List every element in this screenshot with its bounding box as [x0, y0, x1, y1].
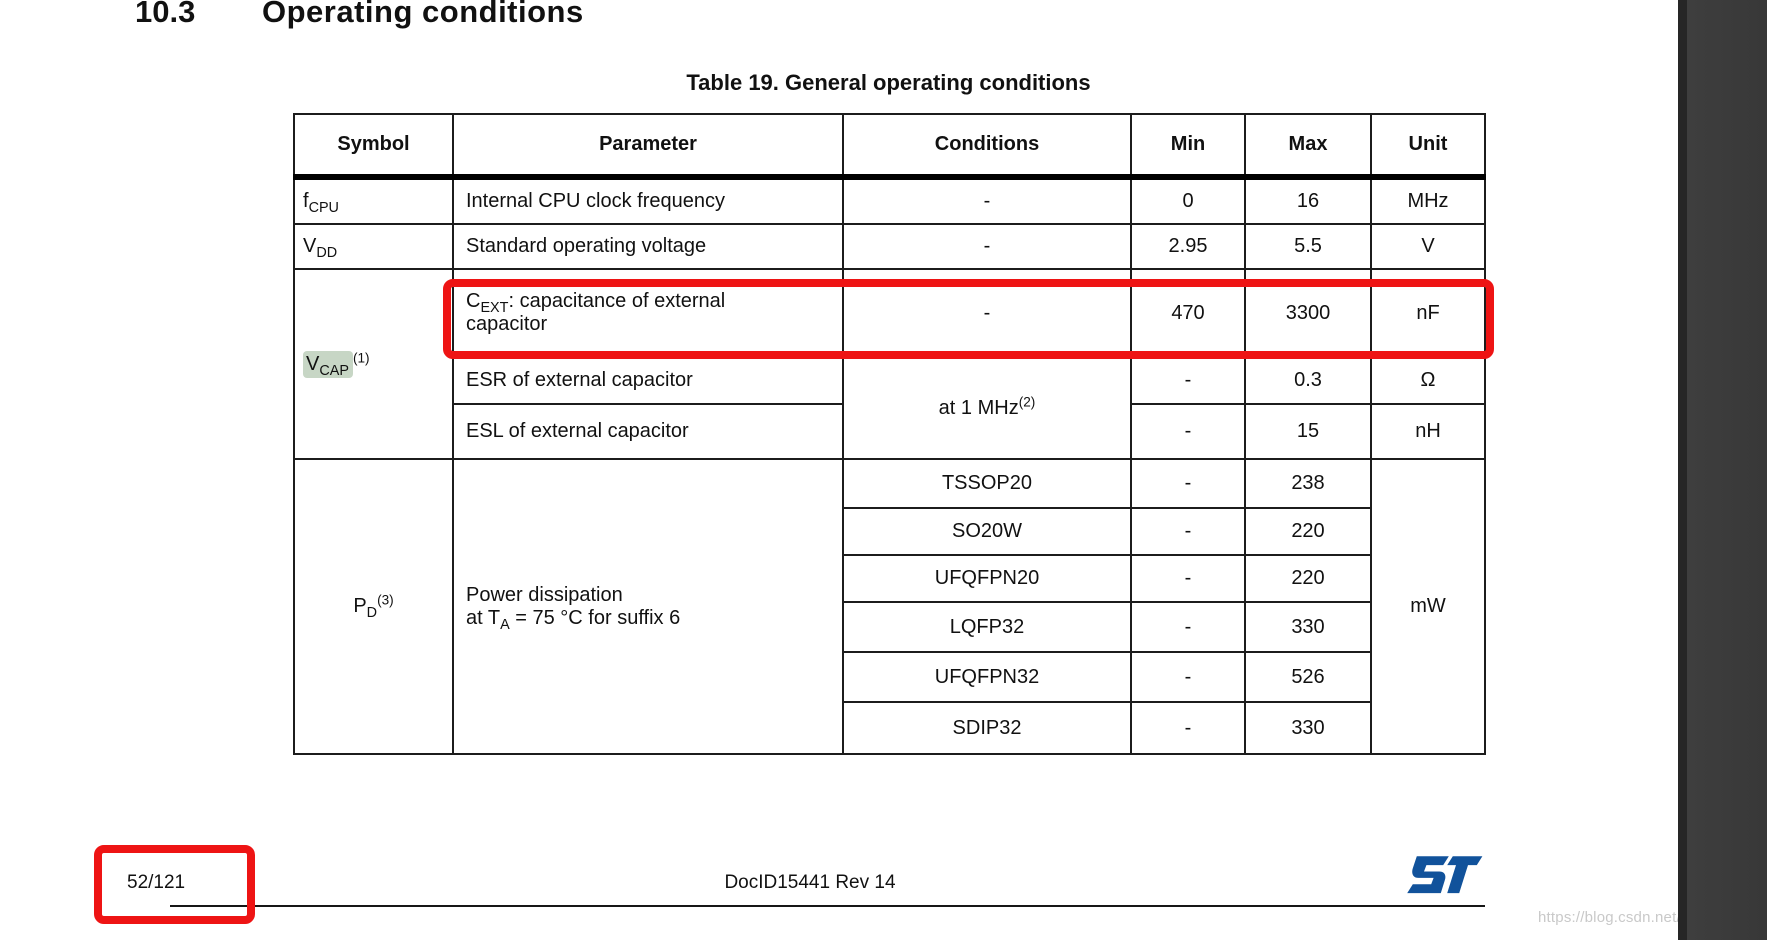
general-operating-conditions-table: Symbol Parameter Conditions Min Max Unit…	[293, 113, 1486, 755]
min-package: -	[1130, 701, 1246, 755]
header-max: Max	[1244, 113, 1372, 180]
table-header-row: Symbol Parameter Conditions Min Max Unit	[293, 113, 1486, 180]
table-row: ESL of external capacitor - 15 nH	[294, 403, 1486, 460]
table-row: ESR of external capacitor at 1 MHz(2) - …	[294, 356, 1486, 460]
min-package: -	[1130, 651, 1246, 703]
header-symbol: Symbol	[293, 113, 454, 180]
max-vdd: 5.5	[1244, 223, 1372, 270]
parameter-vdd: Standard operating voltage	[452, 223, 844, 270]
section-title: Operating conditions	[262, 0, 584, 29]
annotation-box-cext-row	[443, 279, 1494, 359]
page-number: 52/121	[127, 872, 186, 893]
header-unit: Unit	[1370, 113, 1486, 180]
conditions-package: SDIP32	[842, 701, 1132, 755]
symbol-vcap: VCAP(1)	[293, 268, 454, 460]
vcap-green-highlight: VCAP	[303, 350, 353, 378]
parameter-pd: Power dissipation at TA = 75 °C for suff…	[452, 458, 844, 755]
min-vdd: 2.95	[1130, 223, 1246, 270]
symbol-pd: PD(3)	[293, 458, 454, 755]
parameter-esr: ESR of external capacitor	[452, 356, 844, 405]
table-row: PD(3) Power dissipation at TA = 75 °C fo…	[293, 458, 1486, 755]
conditions-vdd: -	[842, 223, 1132, 270]
min-package: -	[1130, 601, 1246, 653]
parameter-fcpu: Internal CPU clock frequency	[452, 176, 844, 225]
header-parameter: Parameter	[452, 113, 844, 180]
table-row: UFQFPN32 - 526	[294, 651, 1485, 703]
table-row: SO20W - 220	[294, 507, 1485, 556]
unit-vdd: V	[1370, 223, 1486, 270]
document-id: DocID15441 Rev 14	[724, 872, 896, 893]
annotation-box-page-number	[94, 845, 255, 924]
conditions-package: LQFP32	[842, 601, 1132, 653]
table-row: fCPU Internal CPU clock frequency - 0 16…	[293, 176, 1486, 225]
symbol-fcpu: fCPU	[293, 176, 454, 225]
conditions-fcpu: -	[842, 176, 1132, 225]
min-esr: -	[1130, 356, 1246, 405]
table-caption: Table 19. General operating conditions	[686, 70, 1091, 95]
max-package: 330	[1244, 701, 1372, 755]
min-fcpu: 0	[1130, 176, 1246, 225]
max-esl: 15	[1244, 403, 1372, 460]
max-package: 526	[1244, 651, 1372, 703]
footer-divider	[170, 905, 1485, 907]
conditions-package: SO20W	[842, 507, 1132, 556]
section-number: 10.3	[135, 0, 196, 29]
table-row: SDIP32 - 330	[294, 701, 1485, 755]
max-esr: 0.3	[1244, 356, 1372, 405]
unit-fcpu: MHz	[1370, 176, 1486, 225]
st-logo-icon	[1407, 856, 1483, 894]
parameter-esl: ESL of external capacitor	[452, 403, 844, 460]
conditions-esr-esl: at 1 MHz(2)	[842, 356, 1132, 460]
conditions-package: UFQFPN20	[842, 554, 1132, 603]
unit-esr: Ω	[1370, 356, 1486, 405]
max-package: 238	[1244, 458, 1372, 509]
max-fcpu: 16	[1244, 176, 1372, 225]
header-min: Min	[1130, 113, 1246, 180]
min-package: -	[1130, 458, 1246, 509]
table-row: UFQFPN20 - 220	[294, 554, 1485, 603]
conditions-package: TSSOP20	[842, 458, 1132, 509]
unit-esl: nH	[1370, 403, 1486, 460]
table-row: VDD Standard operating voltage - 2.95 5.…	[293, 223, 1486, 270]
viewer-dark-sidebar	[1678, 0, 1767, 940]
symbol-vdd: VDD	[293, 223, 454, 270]
table-row: LQFP32 - 330	[294, 601, 1485, 653]
min-package: -	[1130, 554, 1246, 603]
header-conditions: Conditions	[842, 113, 1132, 180]
max-package: 220	[1244, 554, 1372, 603]
min-esl: -	[1130, 403, 1246, 460]
unit-pd: mW	[1370, 458, 1486, 755]
max-package: 220	[1244, 507, 1372, 556]
conditions-package: UFQFPN32	[842, 651, 1132, 703]
max-package: 330	[1244, 601, 1372, 653]
min-package: -	[1130, 507, 1246, 556]
